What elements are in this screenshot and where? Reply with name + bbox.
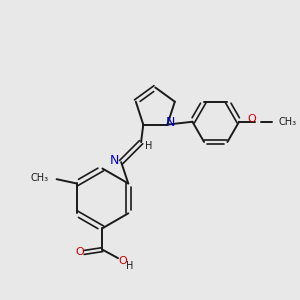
Text: N: N bbox=[166, 116, 176, 129]
Text: N: N bbox=[110, 154, 120, 167]
Text: H: H bbox=[146, 141, 153, 152]
Text: CH₃: CH₃ bbox=[31, 173, 49, 183]
Text: O: O bbox=[118, 256, 127, 266]
Text: O: O bbox=[247, 115, 256, 124]
Text: H: H bbox=[126, 261, 134, 271]
Text: CH₃: CH₃ bbox=[278, 117, 296, 127]
Text: O: O bbox=[75, 248, 84, 257]
